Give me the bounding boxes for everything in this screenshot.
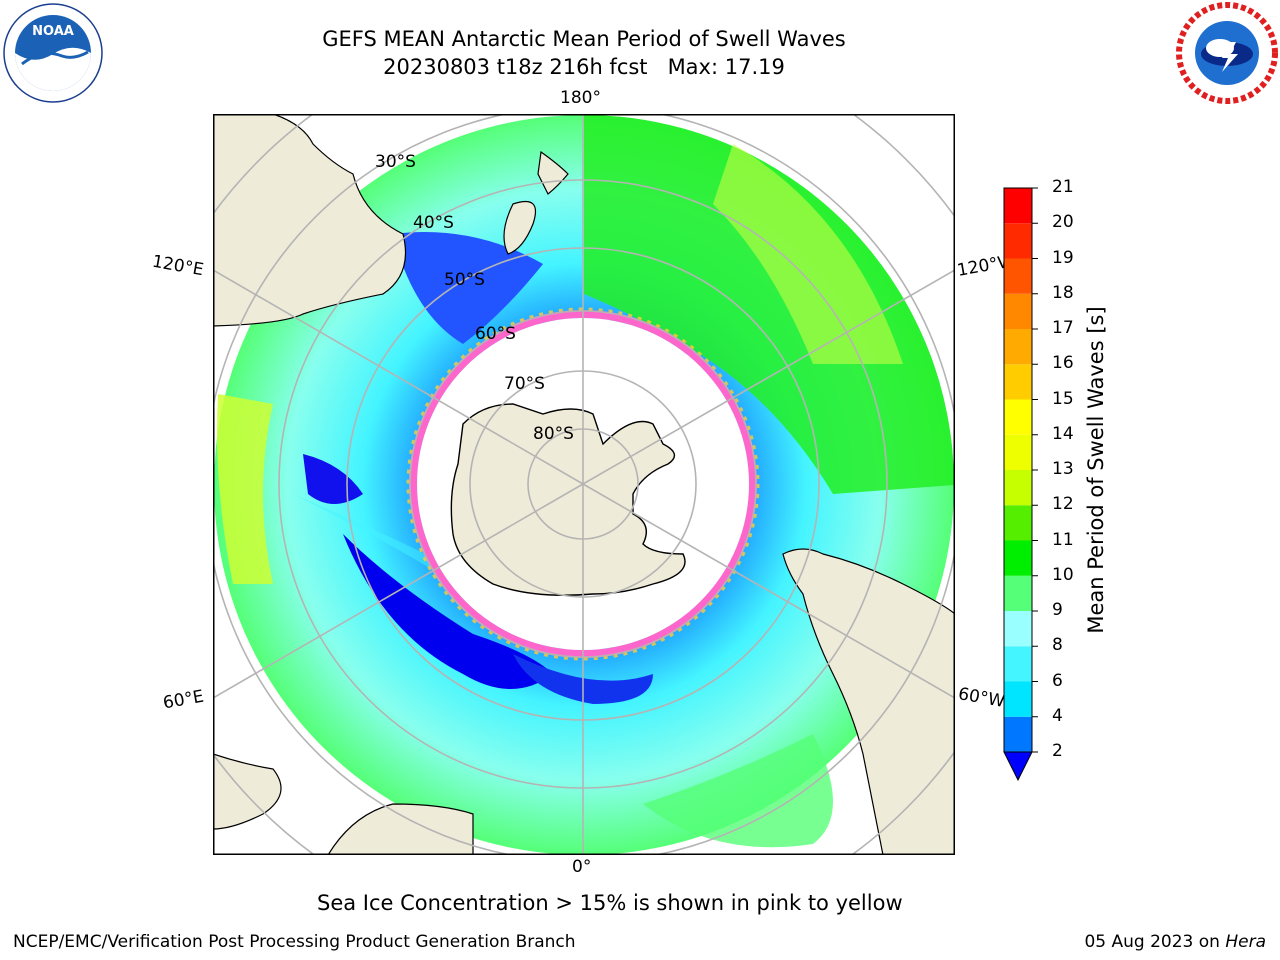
colorbar-tick-label: 11: [1052, 529, 1074, 550]
colorbar-tick-label: 19: [1052, 247, 1074, 268]
colorbar-tick-label: 13: [1052, 459, 1074, 479]
madagascar-region: [213, 753, 282, 830]
lat-label-50s: 50°S: [444, 270, 485, 290]
colorbar-label: Mean Period of Swell Waves [s]: [1084, 306, 1108, 634]
polar-map: [213, 114, 955, 855]
colorbar-tick-label: 17: [1052, 318, 1074, 338]
lat-label-80s: 80°S: [533, 424, 574, 444]
footer-date-text: 05 Aug 2023 on: [1084, 932, 1226, 952]
new-zealand-north: [537, 150, 569, 195]
lat-label-70s: 70°S: [504, 374, 545, 394]
colorbar: [1003, 187, 1038, 782]
chart-subtitle: 20230803 t18z 216h fcst Max: 17.19: [383, 55, 785, 79]
low-period-blue: [393, 232, 543, 344]
colorbar-tick-label: 20: [1052, 212, 1074, 233]
footer-date: 05 Aug 2023 on Hera: [1084, 932, 1266, 952]
colorbar-bin: [1004, 470, 1032, 506]
colorbar-bin: [1004, 329, 1032, 365]
colorbar-tick-label: 9: [1052, 600, 1063, 620]
colorbar-tick-label: 18: [1052, 282, 1074, 303]
colorbar-bin: [1004, 399, 1032, 435]
colorbar-tick-label: 16: [1052, 353, 1074, 374]
colorbar-extend-min: [1003, 751, 1033, 782]
noaa-logo-text: NOAA: [32, 24, 74, 39]
colorbar-bin: [1004, 293, 1032, 329]
low-period-darkblue: [343, 534, 553, 689]
colorbar-bin: [1004, 223, 1032, 259]
sea-ice-note: Sea Ice Concentration > 15% is shown in …: [317, 891, 903, 915]
colorbar-tick-label: 6: [1052, 670, 1063, 691]
colorbar-bin: [1004, 540, 1032, 576]
australia: [213, 114, 407, 327]
lon-label-60w: 60°W: [956, 684, 1007, 712]
colorbar-tick-label: 10: [1052, 564, 1074, 585]
footer-credit: NCEP/EMC/Verification Post Processing Pr…: [13, 932, 576, 952]
chart-title: GEFS MEAN Antarctic Mean Period of Swell…: [322, 27, 846, 51]
colorbar-tick-label: 4: [1052, 705, 1063, 726]
lat-label-30s: 30°S: [375, 152, 416, 172]
colorbar-tick-label: 15: [1052, 388, 1074, 409]
colorbar-bin: [1004, 364, 1032, 400]
colorbar-bin: [1004, 646, 1032, 682]
noaa-logo: NOAA: [3, 3, 103, 103]
antarctica: [450, 403, 686, 596]
colorbar-tick-label: 8: [1052, 635, 1063, 656]
swell-indian-yellow: [217, 394, 273, 584]
meridians: [213, 114, 955, 855]
colorbar-bin: [1004, 575, 1032, 611]
colorbar-bin: [1004, 258, 1032, 294]
lat-label-60s: 60°S: [475, 324, 516, 344]
lon-label-0: 0°: [572, 857, 592, 877]
swell-pacific-green: [584, 115, 954, 494]
colorbar-tick-label: 21: [1052, 177, 1074, 197]
colorbar-bin: [1004, 716, 1032, 752]
colorbar-tick-label: 2: [1052, 741, 1063, 761]
lon-label-60e: 60°E: [161, 686, 206, 714]
colorbar-tick-label: 14: [1052, 423, 1074, 444]
colorbar-bin: [1004, 505, 1032, 541]
nws-logo: [1176, 2, 1278, 104]
colorbar-tick-label: 12: [1052, 494, 1074, 515]
africa: [327, 803, 474, 855]
lat-label-40s: 40°S: [413, 213, 454, 233]
new-zealand-south: [503, 200, 537, 255]
lon-label-180: 180°: [560, 88, 601, 108]
colorbar-bin: [1004, 188, 1032, 224]
colorbar-bin: [1004, 681, 1032, 717]
colorbar-bin: [1004, 434, 1032, 470]
lon-label-120e: 120°E: [150, 251, 206, 281]
footer-host: Hera: [1225, 932, 1266, 952]
colorbar-bin: [1004, 611, 1032, 647]
